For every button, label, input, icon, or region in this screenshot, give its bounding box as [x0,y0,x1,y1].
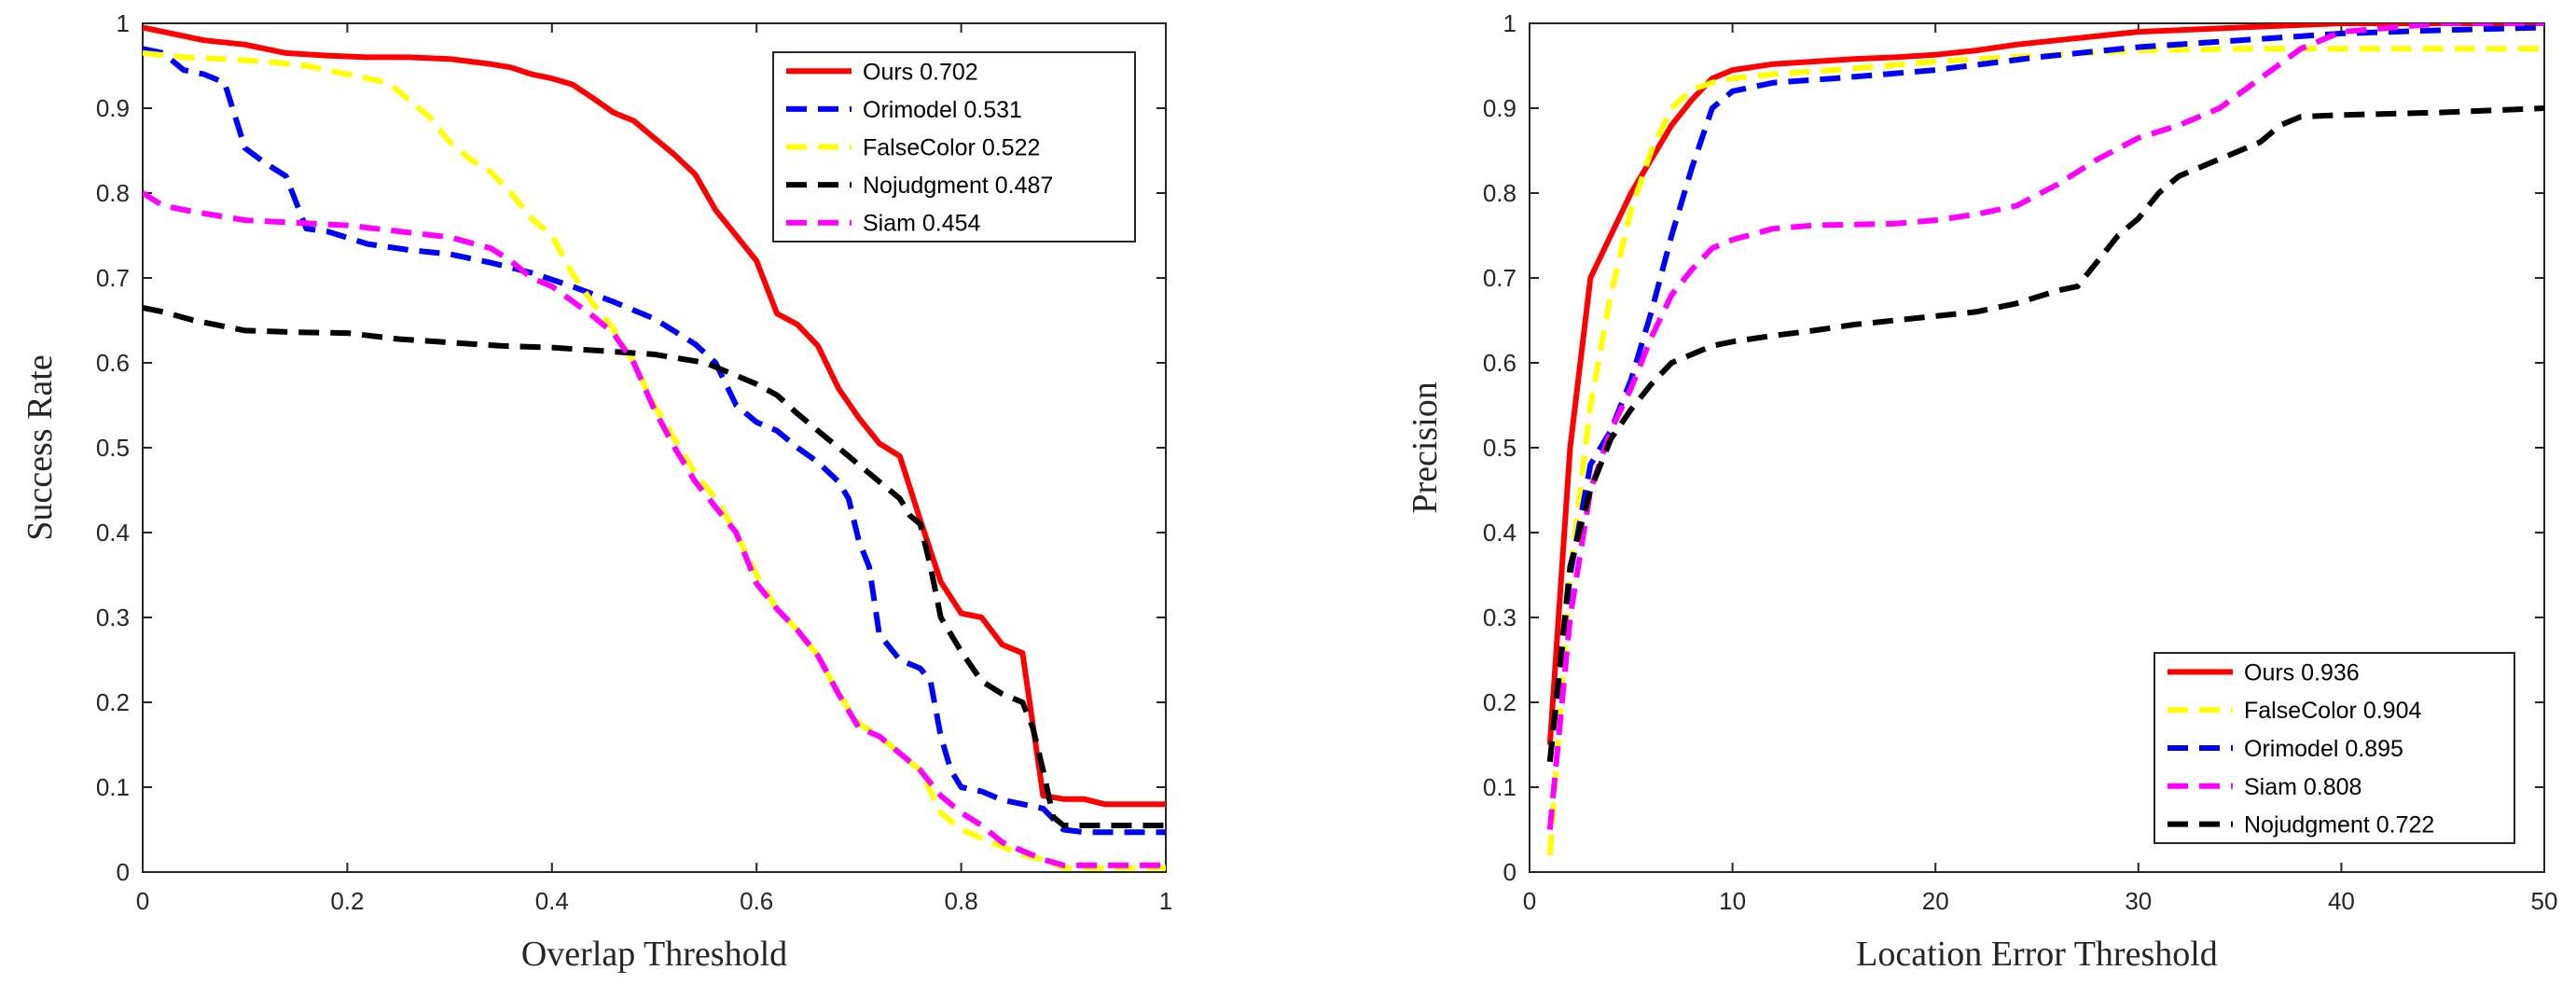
y-tick-label: 0.2 [96,688,130,716]
y-tick-label: 0.7 [96,264,130,292]
y-tick-label: 0.7 [1483,264,1517,292]
y-tick-label: 0.4 [1483,519,1517,547]
x-tick-label: 40 [2328,887,2355,915]
y-tick-label: 0.1 [1483,773,1517,801]
y-tick-label: 0.8 [96,179,130,207]
y-tick-label: 0.3 [1483,603,1517,631]
x-tick-label: 50 [2531,887,2558,915]
legend-label: Orimodel 0.895 [2244,736,2403,762]
y-tick-label: 0.4 [96,519,130,547]
x-tick-label: 30 [2125,887,2152,915]
x-tick-label: 0 [1523,887,1536,915]
series-line-siam [1546,23,2544,830]
series-line-nojudgment [143,304,1166,828]
x-tick-label: 0.6 [740,887,773,915]
x-tick-label: 0 [136,887,149,915]
legend-label: Ours 0.702 [863,59,978,85]
precision-plot: 00.10.20.30.40.50.60.70.80.910 10 20 30 40 50… [1406,9,2557,974]
legend-label: Siam 0.454 [863,211,981,237]
y-axis-label: Success Rate [21,354,60,540]
series-line-ours [1546,23,2544,745]
x-axis-label: Overlap Threshold [521,935,787,974]
y-tick-label: 1 [117,9,130,37]
y-tick-label: 0.9 [96,94,130,122]
legend-label: Nojudgment 0.487 [863,173,1053,199]
y-tick-label: 0.2 [1483,688,1517,716]
series-line-nojudgment [1546,105,2544,763]
y-tick-label: 0 [1503,858,1517,886]
legend-label: Siam 0.808 [2244,774,2361,800]
x-tick-label: 20 [1922,887,1949,915]
x-tick-label: 0.2 [330,887,364,915]
y-tick-label: 0.3 [96,603,130,631]
series-line-orimodel [143,46,1166,836]
series-line-falsecolor [1546,46,2544,856]
y-tick-label: 0.1 [96,773,130,801]
y-tick-label: 0.5 [1483,434,1517,462]
y-axis-label: Precision [1406,381,1445,513]
y-tick-label: 0 [117,858,130,886]
y-tick-label: 1 [1503,9,1517,37]
legend-label: Orimodel 0.531 [863,97,1022,123]
series-line-ours [143,24,1166,808]
y-tick-label: 0.9 [1483,94,1517,122]
y-tick-label: 0.5 [96,434,130,462]
y-tick-label: 0.6 [96,349,130,377]
legend-label: FalseColor 0.522 [863,135,1040,161]
success-plot: 0 0.1 0.2 0.3 0.4 0.5 0.6 0.7 0.8 0.9 1 0 0.2 0.4 0.6 0… [21,9,1172,974]
y-tick-label: 0.8 [1483,179,1517,207]
series-line-siam [143,190,1166,868]
x-tick-label: 10 [1719,887,1746,915]
legend-label: Nojudgment 0.722 [2244,812,2434,838]
x-axis-label: Location Error Threshold [1856,935,2218,974]
x-tick-label: 1 [1159,887,1172,915]
series-line-falsecolor [143,49,1166,871]
series-line-orimodel [1546,24,2544,763]
legend-label: Ours 0.936 [2244,659,2360,686]
x-tick-label: 0.4 [535,887,569,915]
legend-label: FalseColor 0.904 [2244,698,2421,724]
x-tick-label: 0.8 [945,887,978,915]
y-tick-label: 0.6 [1483,349,1517,377]
